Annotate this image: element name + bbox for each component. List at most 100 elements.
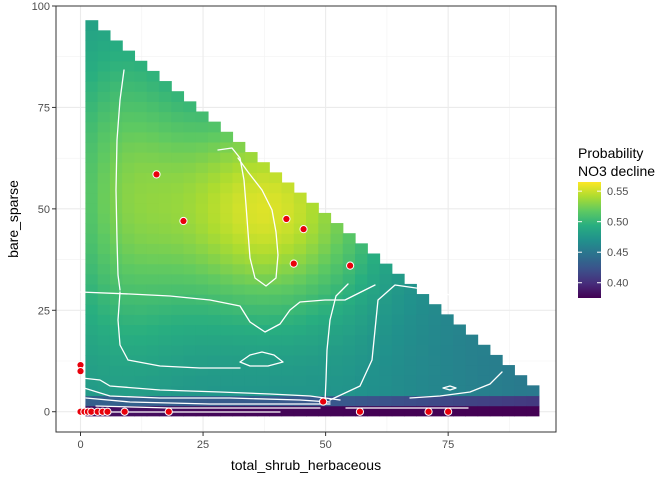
heatmap-cell [318,263,332,275]
heatmap-cell [207,162,221,173]
heatmap-cell [195,354,209,366]
heatmap-cell [207,253,221,265]
heatmap-cell [440,385,454,397]
heatmap-cell [318,243,332,255]
heatmap-cell [122,283,136,295]
heatmap-cell [220,375,234,386]
heatmap-cell [232,395,246,407]
legend-tick-label: 0.45 [607,247,628,259]
contour-line-middle-band [79,284,376,333]
heatmap-cell [244,182,258,194]
heatmap-cell [220,324,234,336]
heatmap-cell [220,141,234,153]
heatmap-cell [281,294,295,305]
heatmap-cell [183,101,197,113]
heatmap-cell [220,152,234,163]
heatmap-cell [207,182,221,194]
heatmap-cell [195,365,209,376]
heatmap-cell [367,354,381,366]
heatmap-cell [342,273,356,285]
heatmap-cell [428,375,442,386]
legend-tick-label: 0.40 [607,278,628,290]
heatmap-cell [281,405,295,417]
heatmap-cell [428,314,442,326]
heatmap-cell [489,365,503,376]
heatmap-cell [158,395,172,407]
legend-title-line-1: Probability [578,145,643,161]
heatmap-cell [183,192,197,204]
heatmap-cell [85,304,99,315]
heatmap-cell [146,243,160,255]
heatmap-cell [134,202,148,214]
heatmap-cell [85,395,99,407]
heatmap-cell [256,354,270,366]
heatmap-cell [146,70,160,82]
heatmap-cell [171,304,185,315]
data-point [355,407,365,416]
heatmap-cell [244,405,258,417]
heatmap-cell [244,283,258,295]
contour-line-right-loop [442,385,457,391]
heatmap-cell [367,253,381,265]
heatmap-cell [244,354,258,366]
heatmap-cell [306,385,319,397]
heatmap-cell [428,385,442,397]
heatmap-cell [244,294,258,305]
heatmap-cell [183,121,197,133]
heatmap-cell [269,172,283,184]
heatmap-cell [171,131,185,143]
heatmap-cell [404,324,417,336]
heatmap-cell [281,283,295,295]
heatmap-cell [342,405,356,417]
heatmap-cell [183,223,197,234]
heatmap-cell [85,334,99,346]
heatmap-cell [183,233,197,244]
heatmap-cell [281,385,295,397]
heatmap-cell [134,131,148,143]
heatmap-cell [244,334,258,346]
heatmap-cell [207,375,221,386]
heatmap-cell [97,50,111,62]
heatmap-cell [207,212,221,224]
heatmap-cell [342,395,356,407]
heatmap-cell [256,172,270,184]
heatmap-cell [85,81,99,92]
contour-line-base-3 [85,397,331,405]
heatmap-cell [318,324,332,336]
heatmap-cell [367,294,381,305]
heatmap-cell [502,375,515,386]
heatmap-cell [440,375,454,386]
heatmap-cell [207,141,221,153]
heatmap-cell [355,334,368,346]
heatmap-cell [453,344,466,356]
heatmap-cell [306,375,319,386]
contour-line-upper-left [115,69,125,291]
heatmap-cell [109,314,123,326]
heatmap-cell [293,334,307,346]
heatmap-cell [293,385,307,397]
heatmap-cell [489,354,503,366]
heatmap-cell [514,375,528,386]
heatmap-cell [207,324,221,336]
data-point [179,216,188,226]
heatmap-cell [122,182,136,194]
heatmap-cell [85,314,99,326]
heatmap-cell [97,182,111,194]
heatmap-cell [256,233,270,244]
y-axis-ticks: 0 25 50 75 100 [32,1,56,419]
heatmap-cell [97,70,111,82]
heatmap-cell [404,304,417,315]
heatmap-cell [256,294,270,305]
heatmap-cell [97,111,111,123]
heatmap-cell [330,283,344,295]
heatmap-cell [269,192,283,204]
data-point [103,407,112,416]
heatmap-cell [85,20,99,31]
heatmap-cell [122,162,136,173]
heatmap-cell [146,91,160,102]
heatmap-cell [122,121,136,133]
heatmap-cell [109,40,123,52]
heatmap-cell [85,30,99,42]
heatmap-cell [171,141,185,153]
heatmap-cell [146,314,160,326]
